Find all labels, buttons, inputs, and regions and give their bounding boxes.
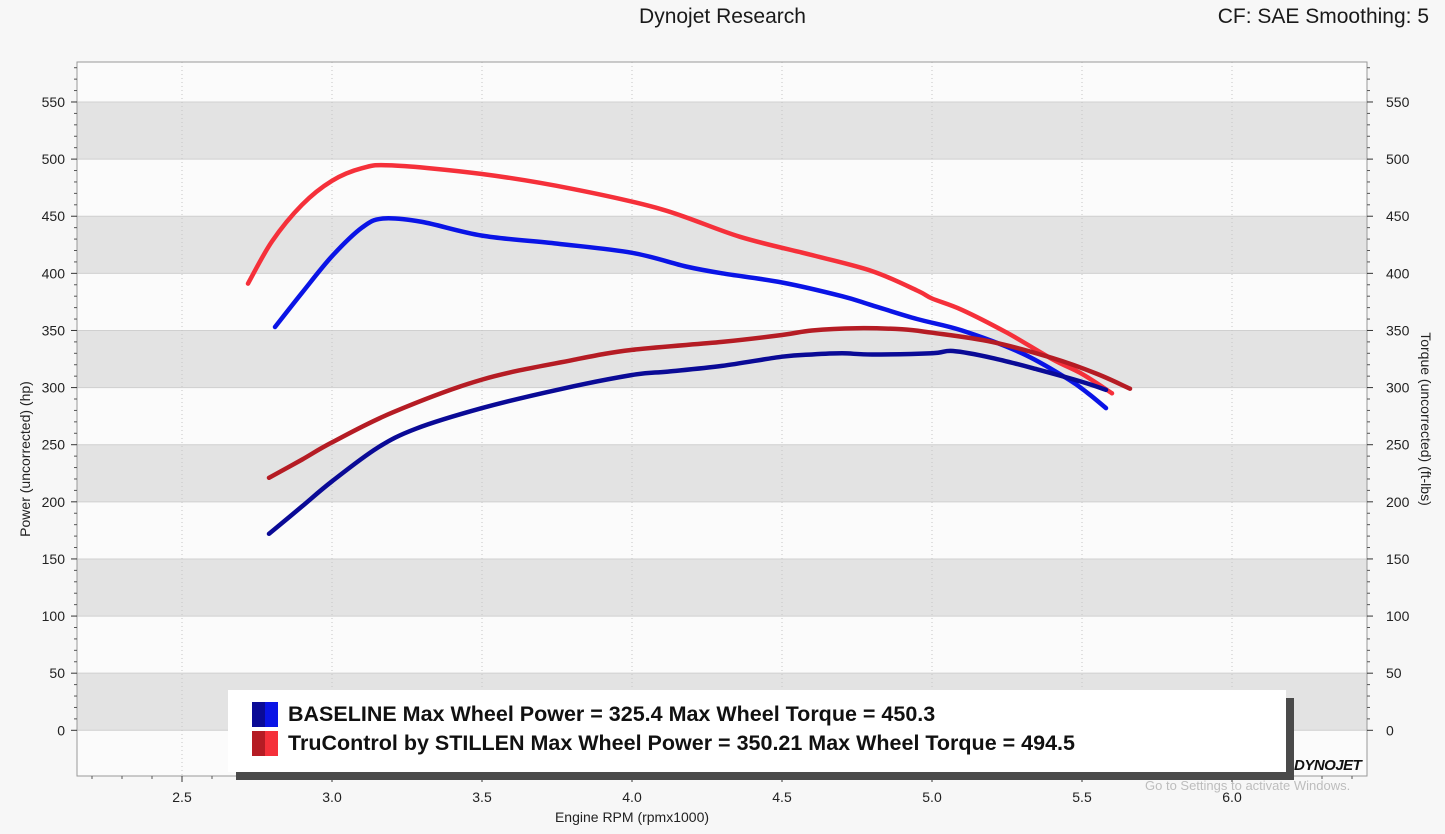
y-axis-title-right: Torque (uncorrected) (ft-lbs): [1418, 332, 1434, 506]
plot-area: [77, 62, 1367, 776]
series-line-1: [245, 162, 1115, 396]
series-layer: [245, 162, 1133, 537]
grid-band: [77, 558, 1367, 617]
x-tick-label: 3.0: [322, 789, 342, 805]
series-line-0: [272, 216, 1109, 411]
legend-label-trucontrol: TruControl by STILLEN Max Wheel Power = …: [288, 730, 1075, 755]
y-tick-label-left: 200: [42, 494, 66, 510]
y-tick-label-left: 400: [42, 265, 66, 281]
x-axis-title: Engine RPM (rpmx1000): [555, 809, 709, 825]
legend-swatch-baseline-power: [252, 701, 265, 727]
windows-activation-watermark: Go to Settings to activate Windows.: [1145, 778, 1351, 793]
y-tick-label-left: 450: [42, 208, 66, 224]
x-tick-label: 2.5: [172, 789, 192, 805]
legend-swatch-baseline-torque: [265, 701, 278, 727]
legend-swatch-trucontrol-power: [252, 730, 265, 756]
y-tick-label-left: 150: [42, 551, 66, 567]
y-tick-label-right: 150: [1386, 551, 1410, 567]
axis-ticks: [71, 67, 1373, 782]
legend-swatch-trucontrol-torque: [265, 730, 278, 756]
series-line-3: [266, 325, 1133, 481]
y-tick-label-left: 100: [42, 608, 66, 624]
y-tick-label-left: 500: [42, 151, 66, 167]
y-tick-label-left: 0: [57, 722, 65, 738]
y-tick-label-right: 100: [1386, 608, 1410, 624]
legend: BASELINE Max Wheel Power = 325.4 Max Whe…: [228, 690, 1286, 772]
grid-band: [77, 330, 1367, 388]
x-tick-label: 5.5: [1072, 789, 1092, 805]
y-tick-label-right: 500: [1386, 151, 1410, 167]
legend-entry-trucontrol: TruControl by STILLEN Max Wheel Power = …: [252, 729, 1075, 757]
grid-band: [77, 101, 1367, 160]
axis-labels: 0 0 50 50 100 100 150 150 200 200 250 250 300 300 350 3…: [17, 94, 1434, 825]
dynojet-logo: DYNOJET: [1294, 757, 1362, 774]
x-tick-label: 4.5: [772, 789, 792, 805]
y-tick-label-right: 200: [1386, 494, 1410, 510]
y-tick-label-right: 300: [1386, 380, 1410, 396]
series-line-2: [266, 348, 1109, 537]
plot-background: [77, 62, 1367, 776]
correction-smoothing-status: CF: SAE Smoothing: 5: [1217, 5, 1429, 28]
y-axis-title-left: Power (uncorrected) (hp): [17, 381, 33, 537]
y-tick-label-left: 550: [42, 94, 66, 110]
x-tick-label: 6.0: [1222, 789, 1242, 805]
legend-label-baseline: BASELINE Max Wheel Power = 325.4 Max Whe…: [288, 701, 936, 726]
chart-title: Dynojet Research: [639, 5, 806, 28]
y-tick-label-left: 50: [49, 665, 65, 681]
y-tick-label-right: 450: [1386, 208, 1410, 224]
y-tick-label-right: 50: [1386, 665, 1402, 681]
y-tick-label-right: 550: [1386, 94, 1410, 110]
x-tick-label: 5.0: [922, 789, 942, 805]
y-tick-label-right: 0: [1386, 722, 1394, 738]
grid-band: [77, 216, 1367, 274]
x-tick-label: 3.5: [472, 789, 492, 805]
y-tick-label-left: 250: [42, 437, 66, 453]
y-tick-label-right: 400: [1386, 265, 1410, 281]
y-tick-label-left: 300: [42, 380, 66, 396]
grid-band: [77, 444, 1367, 502]
y-tick-label-left: 350: [42, 322, 66, 338]
y-tick-label-right: 250: [1386, 437, 1410, 453]
x-tick-label: 4.0: [622, 789, 642, 805]
legend-entry-baseline: BASELINE Max Wheel Power = 325.4 Max Whe…: [252, 700, 935, 728]
y-tick-label-right: 350: [1386, 322, 1410, 338]
